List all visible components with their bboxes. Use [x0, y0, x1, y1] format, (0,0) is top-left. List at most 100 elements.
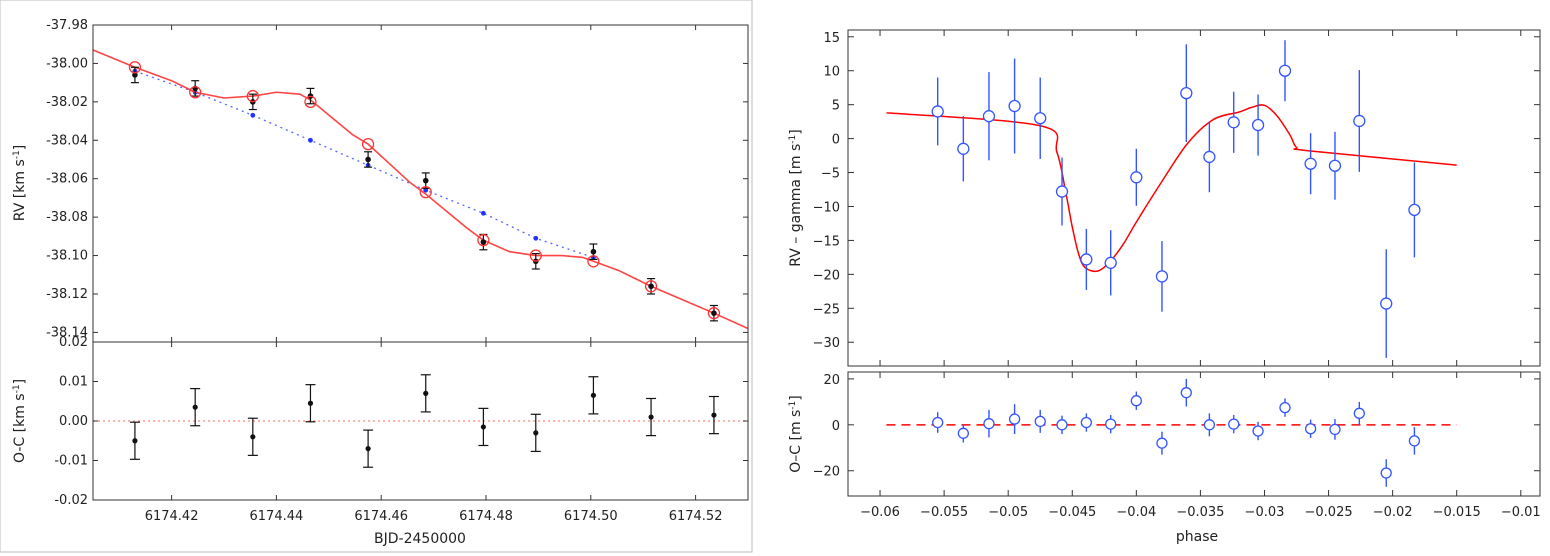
phase-rv-point	[1251, 94, 1265, 156]
phase-rv-marker	[1227, 116, 1240, 129]
lb-xtick-label: 6174.42	[145, 509, 199, 524]
lt-ytick-label: -38.06	[46, 172, 88, 187]
phase-residual-marker	[1329, 423, 1341, 436]
phase-rv-point	[1080, 228, 1093, 290]
residual-point	[247, 417, 258, 456]
lb-xtick-label: 6174.52	[669, 509, 723, 524]
phase-residual-point	[932, 412, 944, 433]
phase-rv-marker	[1353, 114, 1366, 128]
phase-rv-point	[1227, 91, 1240, 153]
phase-residual-point	[1203, 413, 1216, 437]
residual-marker	[132, 438, 138, 444]
rb-xtick-label: −0.02	[1373, 505, 1413, 520]
left-bottom-y-ticks: 0.02 0.01 0.00 -0.01 -0.02	[54, 335, 748, 508]
phase-rv-point	[1408, 162, 1421, 258]
phase-residual-marker	[1353, 407, 1365, 419]
phase-residual-point	[1156, 431, 1168, 455]
keplerian-point	[533, 235, 539, 241]
phase-residual-marker	[1228, 418, 1240, 430]
rb-xtick-label: −0.04	[1116, 505, 1156, 520]
model-marker	[644, 280, 658, 293]
lt-ytick-label: -38.08	[46, 210, 88, 225]
rv-point	[364, 151, 373, 168]
rb-xtick-label: −0.015	[1433, 505, 1481, 520]
lt-ytick-label: -38.04	[46, 133, 88, 148]
left-bottom-panel: 0.020.010.00-0.01-0.02 6174.42 6174.44 617…	[12, 335, 749, 547]
phase-residual-marker	[1203, 419, 1216, 431]
residual-point	[646, 397, 657, 437]
lb-ytick-label: -0.01	[54, 454, 88, 469]
rt-ytick-label: 0	[832, 133, 840, 148]
residual-point	[363, 429, 374, 468]
right-xlabel: phase	[1176, 529, 1218, 545]
lt-ytick-label: -38.10	[46, 249, 88, 264]
lt-ytick-label: -37.98	[46, 18, 88, 33]
phase-residual-point	[1329, 419, 1341, 440]
phase-residual-marker	[1156, 437, 1168, 449]
phase-rv-point	[1328, 131, 1342, 200]
lb-xtick-label: 6174.46	[354, 509, 408, 524]
model-curve	[93, 49, 748, 330]
keplerian-point	[423, 187, 429, 193]
rv-marker	[365, 156, 371, 163]
right-top-plot	[886, 40, 1457, 358]
phase-residual-point	[1408, 427, 1421, 455]
keplerian-line	[134, 70, 594, 259]
phase-residual-marker	[1252, 425, 1264, 437]
phase-residual-point	[1130, 391, 1142, 410]
phase-residual-marker	[932, 416, 944, 429]
lb-ytick-label: 0.02	[59, 335, 88, 350]
rb-ytick-label: 0	[832, 419, 840, 434]
keplerian-point	[480, 210, 486, 216]
phase-residual-point	[983, 409, 995, 438]
rb-xtick-label: −0.06	[860, 505, 900, 520]
residual-point	[708, 395, 719, 435]
phase-residual-point	[1105, 414, 1117, 434]
left-top-panel: -37.98 -38.00 -38.02 -38.04 -38.06 -38.08 -38.…	[12, 18, 749, 343]
residual-point	[478, 407, 489, 447]
rv-point	[589, 243, 598, 260]
rb-xtick-label: −0.03	[1245, 505, 1285, 520]
rv-model-curve	[886, 104, 1457, 273]
residual-marker	[192, 404, 198, 410]
rv-point	[421, 172, 430, 189]
right-top-ylabel: RV – gamma [m s-1]	[788, 129, 804, 267]
right-bottom-plot	[886, 378, 1457, 487]
left-top-plot	[93, 49, 748, 330]
residual-point	[190, 388, 201, 427]
rb-xtick-label: −0.055	[920, 505, 968, 520]
residual-point	[530, 413, 541, 453]
phase-residual-point	[957, 424, 969, 443]
residual-point	[129, 421, 140, 460]
phase-rv-marker	[1278, 64, 1292, 77]
lt-ytick-label: -38.02	[46, 95, 88, 110]
phase-residual-point	[1056, 415, 1068, 434]
phase-residual-marker	[1080, 416, 1093, 429]
phase-rv-point	[1130, 148, 1143, 206]
rb-ytick-label: −20	[813, 465, 840, 480]
phase-residual-point	[1008, 404, 1021, 434]
phase-rv-point	[1304, 133, 1317, 195]
rb-xtick-label: −0.05	[988, 505, 1028, 520]
left-xlabel: BJD-2450000	[374, 531, 466, 547]
keplerian-point	[250, 112, 256, 118]
phase-rv-point	[931, 77, 944, 146]
phase-residual-point	[1228, 414, 1240, 434]
phase-rv-marker	[1080, 253, 1093, 266]
phase-rv-marker	[1380, 297, 1393, 310]
rt-ytick-label: 10	[823, 65, 840, 80]
lt-ytick-label: -38.00	[46, 56, 88, 71]
phase-residual-point	[1080, 413, 1093, 432]
model-marker	[477, 234, 490, 247]
lb-ytick-label: 0.00	[59, 414, 88, 429]
model-marker	[128, 61, 142, 74]
phase-rv-marker	[1328, 159, 1342, 172]
phase-residual-point	[1304, 419, 1317, 438]
residual-marker	[533, 430, 539, 436]
phase-residual-marker	[983, 418, 995, 430]
rb-xtick-label: −0.025	[1305, 505, 1353, 520]
lb-xtick-label: 6174.44	[250, 509, 304, 524]
phase-residual-marker	[1279, 401, 1291, 414]
phase-rv-point	[982, 72, 996, 161]
